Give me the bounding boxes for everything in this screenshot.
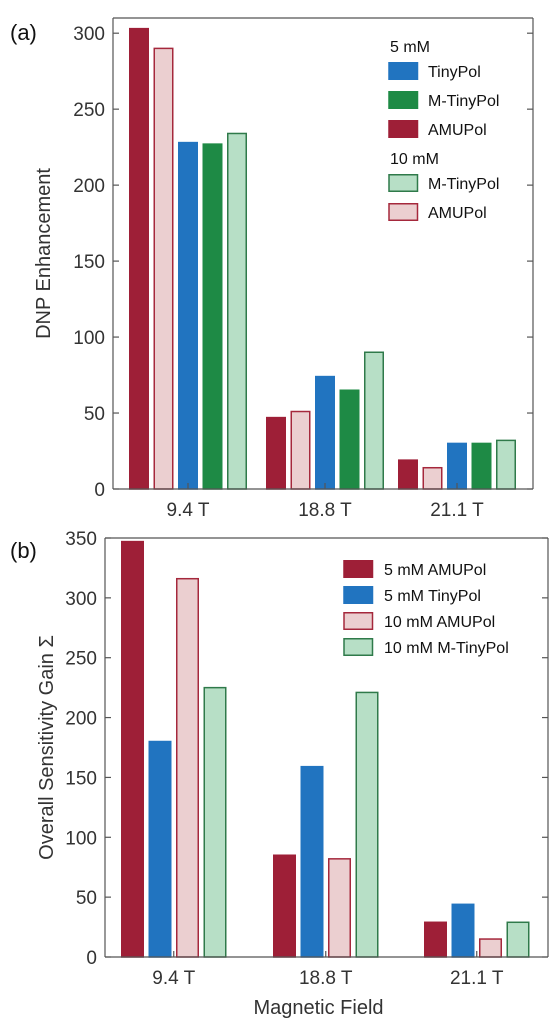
bar-amupol_5-0: [129, 27, 149, 490]
x-tick-label: 9.4 T: [152, 968, 195, 989]
bar-amupol_10-0: [153, 47, 174, 490]
bar-tinypol_5-0: [148, 740, 172, 958]
legend-swatch-tinypol_5: [388, 62, 419, 80]
bar-tinypol_5-1: [315, 375, 335, 490]
chart-panel-a: (a) 0 50 100 150 200 250 300 9.4 T 18.8 T 21.1 T DN…: [10, 17, 534, 521]
y-axis-label: Overall Sensitivity Gain Σ: [36, 635, 58, 860]
legend-swatch-mtinypol_5: [388, 91, 419, 109]
legend-label: 10 mM M-TinyPol: [384, 640, 509, 657]
y-tick-label: 100: [73, 328, 105, 349]
x-tick-label: 21.1 T: [450, 968, 504, 989]
legend-group-title: 5 mM: [390, 39, 430, 56]
bar-mtinypol_10-1: [364, 351, 384, 490]
bar-amupol_10-0: [176, 577, 199, 958]
bar-tinypol_5-2: [447, 442, 467, 490]
x-tick-label: 9.4 T: [167, 500, 210, 521]
bar-mtinypol_5-2: [471, 442, 492, 490]
y-tick-label: 300: [73, 24, 105, 45]
bar-tinypol_5-2: [451, 903, 475, 958]
y-tick-label: 200: [73, 176, 105, 197]
bar-amupol_5-2: [398, 459, 418, 490]
legend-swatch-amupol_5: [343, 560, 374, 578]
y-tick-label: 50: [84, 404, 105, 425]
x-tick-label: 18.8 T: [299, 968, 353, 989]
y-tick-label: 250: [65, 649, 97, 670]
x-axis-label: Magnetic Field: [253, 997, 383, 1019]
bar-mtinypol_10-0: [203, 686, 227, 958]
legend-label: TinyPol: [428, 64, 481, 81]
bar-mtinypol_5-1: [339, 389, 360, 490]
legend-label: 10 mM AMUPol: [384, 614, 495, 631]
panel-label: (b): [10, 538, 37, 563]
bar-amupol_5-1: [273, 854, 296, 958]
legend-swatch-mtinypol_10: [388, 174, 419, 192]
legend-label: 5 mM AMUPol: [384, 562, 486, 579]
bar-mtinypol_10-0: [227, 132, 247, 490]
legend: 5 mM TinyPol M-TinyPol AMUPol 10 mM M-TinyPol…: [388, 39, 499, 222]
y-tick-label: 0: [86, 948, 97, 969]
legend-label: M-TinyPol: [428, 93, 499, 110]
bar-amupol_10-1: [290, 410, 311, 490]
legend-swatch-mtinypol_10: [343, 638, 374, 656]
y-tick-label: 200: [65, 709, 97, 730]
legend-swatch-tinypol_5: [343, 586, 374, 604]
legend-swatch-amupol_10: [388, 203, 419, 221]
bar-mtinypol_10-2: [506, 921, 530, 958]
bar-amupol_10-1: [328, 858, 351, 958]
bar-tinypol_5-0: [178, 141, 198, 490]
y-tick-label: 150: [73, 252, 105, 273]
legend-label: 5 mM TinyPol: [384, 588, 481, 605]
y-tick-label: 100: [65, 828, 97, 849]
x-tick-label: 21.1 T: [430, 500, 484, 521]
y-tick-label: 150: [65, 768, 97, 789]
legend-label: AMUPol: [428, 122, 487, 139]
x-tick-label: 18.8 T: [298, 500, 352, 521]
y-tick-label: 300: [65, 589, 97, 610]
bar-amupol_5-2: [424, 921, 447, 958]
legend-swatch-amupol_5: [388, 120, 419, 138]
legend-group-title: 10 mM: [390, 151, 439, 168]
bar-amupol_5-0: [121, 540, 144, 958]
y-tick-label: 0: [94, 480, 105, 501]
bar-amupol_10-2: [479, 938, 502, 958]
bar-mtinypol_5-0: [202, 143, 223, 490]
y-tick-label: 50: [76, 888, 97, 909]
y-tick-label: 250: [73, 100, 105, 121]
bar-mtinypol_10-2: [496, 439, 516, 490]
panel-label: (a): [10, 20, 37, 45]
legend-label: AMUPol: [428, 205, 487, 222]
bar-mtinypol_10-1: [355, 691, 379, 958]
legend: 5 mM AMUPol 5 mM TinyPol 10 mM AMUPol 10 mM…: [343, 560, 509, 657]
chart-panel-b: (b) 0 50 100 150 200 250 300 350 9.4 T 18.8 T 21.1 …: [10, 529, 549, 1019]
bar-amupol_5-1: [266, 416, 286, 490]
y-axis-label: DNP Enhancement: [33, 168, 55, 339]
legend-label: M-TinyPol: [428, 176, 499, 193]
bar-tinypol_5-1: [300, 765, 324, 958]
bar-amupol_10-2: [422, 466, 443, 490]
y-tick-label: 350: [65, 529, 97, 550]
legend-swatch-amupol_10: [343, 612, 374, 630]
